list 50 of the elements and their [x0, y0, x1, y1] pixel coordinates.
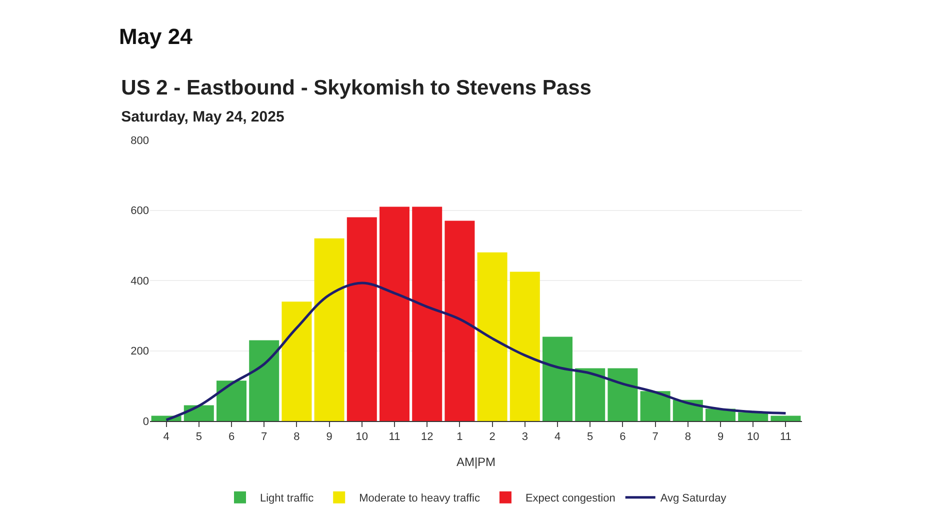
x-tick-label: 1 — [456, 431, 463, 444]
x-tick-label: 7 — [261, 431, 268, 444]
bar — [477, 252, 508, 421]
y-tick-label: 200 — [130, 346, 149, 358]
legend-label: Moderate to heavy traffic — [359, 492, 480, 505]
bar — [282, 302, 312, 421]
x-tick-label: 9 — [326, 431, 332, 444]
bar — [314, 238, 344, 421]
x-tick-label: 10 — [356, 431, 368, 444]
y-tick-label: 400 — [130, 275, 149, 288]
bar — [640, 391, 670, 421]
y-tick-label: 800 — [130, 134, 149, 147]
x-tick-label: 5 — [196, 431, 202, 444]
x-tick-label: 11 — [388, 431, 400, 444]
legend-label: Expect congestion — [525, 492, 616, 505]
y-tick-label: 600 — [130, 205, 149, 218]
x-tick-label: 3 — [522, 431, 528, 444]
bar — [249, 340, 280, 421]
x-tick-label: 11 — [780, 431, 792, 444]
x-tick-label: 9 — [717, 431, 724, 444]
bar — [770, 416, 801, 421]
bar — [184, 405, 214, 421]
x-tick-label: 7 — [652, 431, 658, 444]
x-tick-label: 2 — [489, 431, 496, 444]
chart-subtitle: Saturday, May 24, 2025 — [121, 108, 284, 126]
x-tick-label: 8 — [294, 431, 300, 444]
legend-label: Avg Saturday — [660, 492, 727, 505]
x-tick-label: 10 — [746, 431, 760, 444]
x-tick-label: 4 — [554, 431, 561, 444]
x-tick-label: 12 — [420, 431, 434, 444]
y-tick-label: 0 — [142, 416, 149, 428]
bar — [575, 368, 606, 421]
x-tick-label: 4 — [163, 431, 170, 444]
line-series — [165, 282, 787, 421]
text: May 24 — [119, 24, 194, 49]
legend-label: Light traffic — [260, 492, 314, 505]
x-tick-label: 5 — [587, 431, 594, 444]
bar — [608, 368, 638, 421]
chart-title: US 2 - Eastbound - Skykomish to Stevens Pass — [121, 76, 592, 100]
bar — [380, 206, 410, 421]
bar — [444, 220, 475, 421]
x-axis-title: AM|PM — [456, 455, 496, 470]
x-tick-label: 6 — [228, 431, 235, 444]
bar — [346, 217, 377, 421]
bar — [542, 336, 572, 421]
bar — [216, 380, 246, 421]
x-tick-label: 8 — [684, 431, 691, 444]
x-tick-label: 6 — [620, 431, 626, 444]
bar — [510, 272, 540, 421]
bar — [412, 206, 442, 421]
